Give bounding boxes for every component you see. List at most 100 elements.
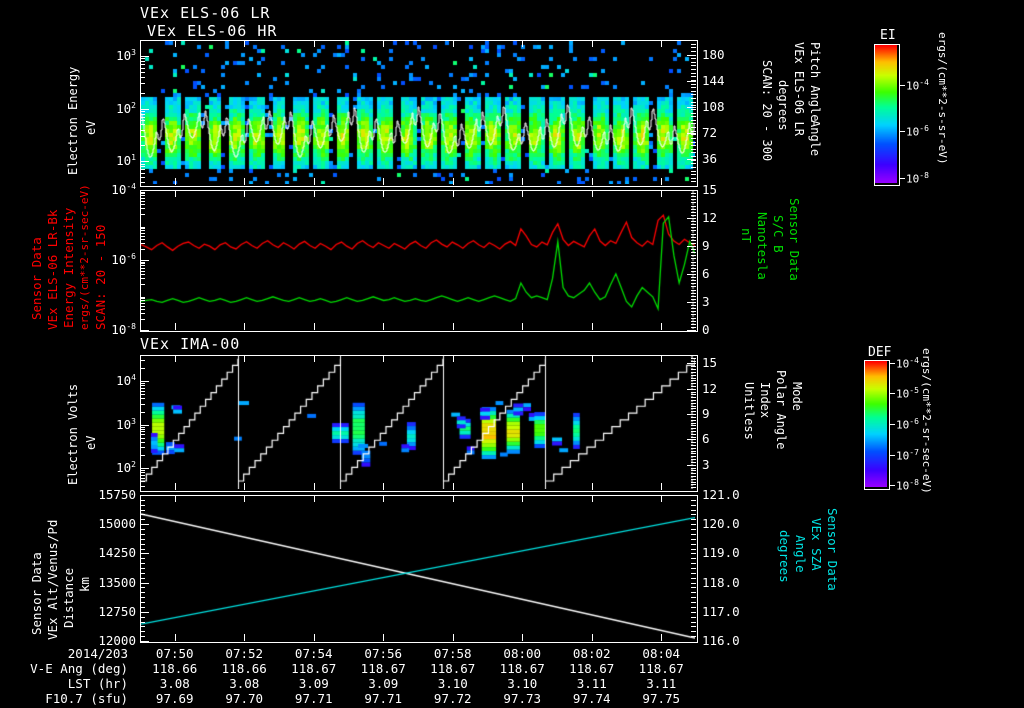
bottom-annotation-table: 2014/203 07:50 07:52 07:54 07:56 07:58 08:00 08… (0, 646, 1024, 708)
bottom-table-cell: 3.10 (507, 676, 538, 691)
axis-tick-label: 0 (702, 322, 710, 337)
panel3-right-label-index: Index (758, 382, 772, 442)
bottom-table-row-label: 2014/203 (67, 646, 128, 661)
axis-tick-label: 120.0 (702, 516, 740, 532)
panel4-left-label-line3: Distance (61, 567, 76, 628)
panel1-right-label-line1: Pitch Angle (808, 42, 822, 122)
axis-tick-label: 9 (702, 406, 710, 422)
panel2-right-label-nanotesla: Nanotesla (755, 212, 770, 322)
bottom-table-row-label: V-E Ang (deg) (30, 661, 128, 676)
panel2-left-label-line2: VEx ELS-06 LR-Bk (45, 209, 60, 330)
panel4-plot-area[interactable] (140, 495, 698, 643)
panel3-right-label-polar-angle: Polar Angle (774, 370, 788, 470)
colorbar-tick-mark (900, 130, 905, 132)
colorbar-tick-mark (900, 178, 905, 180)
axis-tick-label: 6 (702, 266, 710, 281)
panel4-left-label-dataset: VEx Alt/Venus/Pd (45, 510, 60, 640)
panel2-left-label-dataset: VEx ELS-06 LR-Bk (45, 200, 60, 330)
panel1-right-label-dataset: VEx ELS-06 LR (792, 42, 806, 182)
panel4-left-label-line1: Sensor Data (29, 552, 44, 635)
colorbar-tick-mark (900, 84, 905, 86)
panel3-title: VEx IMA-00 (140, 335, 241, 353)
colorbar-tick-label: 10-8 (896, 478, 919, 494)
bottom-table-cell: 118.67 (569, 661, 615, 676)
panel4-right-label-sza: VEx SZA (809, 518, 824, 618)
def-colorbar-ticks: 10-4 10-5 10-6 10-7 10-8 (890, 356, 940, 493)
bottom-table-cell: 118.67 (499, 661, 545, 676)
bottom-table-cell: 97.71 (364, 691, 403, 706)
axis-tick-label: 3 (702, 456, 710, 472)
colorbar-tick-mark (890, 485, 895, 487)
panel3-left-axis-units: eV (84, 410, 98, 450)
panel4-left-label-km: km (77, 552, 92, 592)
bottom-table-cell: 118.67 (430, 661, 476, 676)
colorbar-tick-mark (890, 393, 895, 395)
def-colorbar-gradient (864, 360, 890, 490)
panel2-right-label-line2: S/C B (771, 215, 786, 253)
panel1-right-label-line4: degrees (776, 80, 790, 131)
axis-tick-label: 12 (702, 210, 718, 225)
bottom-table-cell: 97.70 (225, 691, 264, 706)
panel3-plot-area[interactable] (140, 355, 698, 492)
bottom-table-cell: 08:02 (572, 646, 611, 661)
bottom-table-cell: 97.75 (642, 691, 681, 706)
panel4-right-label-sensor-data: Sensor Data (825, 508, 840, 628)
bottom-table-cell: 3.11 (646, 676, 677, 691)
axis-tick-label: 144 (702, 72, 725, 88)
def-colorbar-units: ergs/(cm**2-sr-sec-eV) (920, 348, 933, 498)
panel3-right-label-line4: Unitless (742, 382, 756, 440)
axis-tick-label: 180 (702, 46, 725, 62)
bottom-table-cell: 3.09 (298, 676, 329, 691)
def-colorbar-units-text: ergs/(cm**2-sr-sec-eV) (920, 348, 933, 494)
panel2-left-label-scan: SCAN: 20 - 150 (93, 205, 108, 330)
panel1-right-label-degrees: degrees (776, 80, 790, 160)
ei-colorbar-ticks: 10-4 10-6 10-8 (900, 44, 950, 186)
axis-tick-label: 9 (702, 238, 710, 253)
panel3-left-axis-label: Electron Volts (66, 370, 80, 485)
panel1-right-label-scan: SCAN: 20 - 300 (760, 60, 774, 185)
panel4-right-label-line2: VEx SZA (809, 518, 824, 571)
panel4-left-label-line2: VEx Alt/Venus/Pd (45, 519, 60, 640)
panel1-right-label-line5: SCAN: 20 - 300 (760, 60, 774, 162)
panel4-right-label-line3: Angle (793, 535, 808, 573)
axis-tick-label: 118.0 (702, 574, 740, 590)
colorbar-tick-mark (890, 424, 895, 425)
axis-tick-label: 121.0 (702, 487, 740, 502)
panel2-right-label-line4: nT (739, 228, 754, 244)
axis-tick-label: 12 (702, 380, 718, 396)
panel2-right-label-line1: Sensor Data (787, 198, 802, 281)
panel1-left-axis-units-text: eV (84, 120, 98, 135)
panel3-right-label-unitless: Unitless (742, 382, 756, 462)
colorbar-tick-label: 10-6 (906, 123, 929, 139)
axis-tick-label: 10-4 (111, 182, 136, 198)
panel4-right-label-angle: Angle (793, 535, 808, 595)
colorbar-tick-label: 10-7 (896, 447, 919, 463)
panel3-right-label-line2: Polar Angle (774, 370, 788, 450)
axis-tick-label: 15750 (98, 487, 136, 502)
def-colorbar-title: DEF (868, 345, 892, 360)
panel2-right-label-sensor-data: Sensor Data (787, 198, 802, 318)
panel1-left-axis-units: eV (84, 95, 98, 135)
bottom-table-cell: 3.11 (576, 676, 607, 691)
panel2-left-label-sensor-data: Sensor Data (29, 210, 44, 320)
panel2-right-label-scb: S/C B (771, 215, 786, 295)
ei-colorbar-units-text: ergs/(cm**2-s-sr-eV) (936, 32, 949, 165)
bottom-table-cell: 3.08 (159, 676, 190, 691)
axis-tick-label: 3 (702, 294, 710, 309)
panel2-plot-area[interactable] (140, 190, 698, 332)
bottom-table-cell: 97.71 (294, 691, 333, 706)
colorbar-tick-label: 10-5 (896, 386, 919, 401)
colorbar-tick-label: 10-4 (906, 77, 929, 93)
panel1-plot-area[interactable] (140, 40, 698, 187)
bottom-table-cell: 08:04 (642, 646, 681, 661)
panel1-title-hr: VEx ELS-06 HR (147, 22, 278, 40)
ei-colorbar-units: ergs/(cm**2-s-sr-eV) (936, 32, 949, 192)
bottom-table-cell: 3.10 (437, 676, 468, 691)
bottom-table-cell: 3.09 (368, 676, 399, 691)
bottom-table-cell: 118.66 (152, 661, 198, 676)
panel4-left-label-line4: km (77, 576, 92, 592)
bottom-table-cell: 118.67 (291, 661, 337, 676)
bottom-table-cell: 118.66 (221, 661, 267, 676)
panel1-right-label-line3: Angle (808, 120, 822, 157)
panel2-right-label-line3: Nanotesla (755, 212, 770, 280)
